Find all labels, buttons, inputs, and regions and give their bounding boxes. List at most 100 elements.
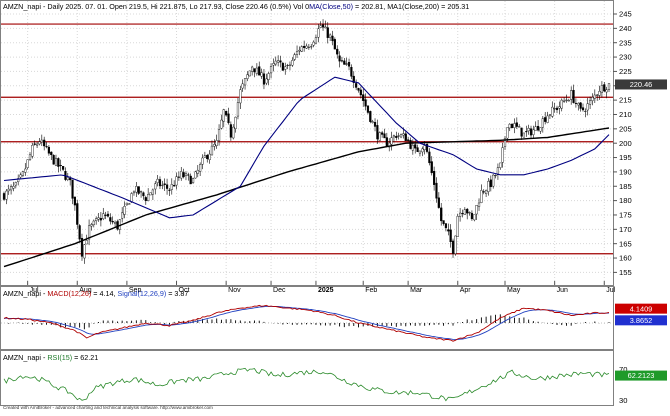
candle-body <box>295 51 299 55</box>
candle-body <box>449 229 452 243</box>
candle-body <box>229 124 232 138</box>
candle-body <box>376 125 379 140</box>
candle-body <box>515 122 518 127</box>
rsi-series: 70 30 <box>3 365 627 405</box>
candle-body <box>225 110 228 116</box>
candle-body <box>47 146 51 154</box>
candle-body <box>92 220 95 226</box>
candle-body <box>506 127 509 139</box>
rsi-value-tag-bg <box>615 370 667 381</box>
candle-body <box>468 212 471 214</box>
candle-body <box>357 87 360 91</box>
candle-body <box>265 78 268 84</box>
x-tick-label: Aug <box>79 287 92 294</box>
candle-body <box>76 203 79 225</box>
candle-body <box>470 212 474 220</box>
candle-body <box>319 25 322 28</box>
candle-body <box>61 166 65 170</box>
y-tick-label: 230 <box>619 53 632 62</box>
candle-body <box>520 127 523 137</box>
candle-body <box>551 106 554 117</box>
candle-body <box>456 215 459 237</box>
candle-body <box>529 128 533 136</box>
candle-body <box>158 179 162 187</box>
candle-body <box>525 131 528 133</box>
candle-body <box>326 27 329 38</box>
candle-body <box>496 167 500 175</box>
candle-body <box>274 60 277 65</box>
candle-body <box>73 196 76 206</box>
candle-body <box>494 175 497 177</box>
candle-body <box>492 174 495 187</box>
candle-body <box>125 202 128 206</box>
macd-header: AMZN_napi - MACD(12,26) = 4.14, Signal(12… <box>3 289 188 298</box>
candle-body <box>383 133 386 139</box>
candle-body <box>447 229 450 232</box>
x-tick-label: Feb <box>365 287 377 294</box>
candle-body <box>508 123 511 129</box>
y-tick-label: 175 <box>619 211 632 220</box>
candle-body <box>102 213 105 220</box>
candle-body <box>399 134 403 138</box>
candle-body <box>466 208 469 214</box>
candle-body <box>600 85 604 93</box>
y-tick-label: 190 <box>619 168 632 177</box>
candle-body <box>343 60 346 65</box>
candle-body <box>234 116 237 129</box>
candle-body <box>267 73 270 80</box>
candle-body <box>555 107 559 111</box>
candle-body <box>104 214 107 216</box>
candle-body <box>454 235 457 255</box>
candle-body <box>38 141 41 145</box>
candle-body <box>340 60 344 62</box>
horizontal-lines <box>1 23 613 255</box>
candle-body <box>435 182 438 199</box>
candle-body <box>194 171 197 179</box>
candle-body <box>144 197 147 201</box>
candle-body <box>154 183 157 190</box>
candle-body <box>423 145 426 150</box>
candle-body <box>407 139 410 141</box>
y-tick-label: 180 <box>619 196 632 205</box>
candle-body <box>279 60 282 63</box>
candle-body <box>298 49 301 52</box>
price-value-tag-bg <box>615 79 667 90</box>
candle-body <box>213 144 216 147</box>
candle-body <box>409 139 412 149</box>
candle-body <box>206 155 209 160</box>
candle-body <box>168 189 171 191</box>
candle-body <box>558 106 561 109</box>
candle-body <box>581 107 585 111</box>
rsi-tick-label: 70 <box>619 365 627 374</box>
candle-body <box>95 218 98 222</box>
candle-body <box>607 83 611 90</box>
candle-body <box>475 205 478 215</box>
candle-body <box>473 214 476 221</box>
candle-body <box>534 126 537 131</box>
candle-body <box>52 154 55 165</box>
candle-body <box>78 225 81 240</box>
candle-body <box>562 100 566 102</box>
macd-value-tag: 4.1409 <box>630 304 653 313</box>
candle-body <box>416 147 419 152</box>
candle-body <box>499 162 502 168</box>
candle-body <box>59 165 62 167</box>
value-tags: 220.46 4.1409 3.8652 62.2123 <box>615 79 667 381</box>
y-tick-label: 185 <box>619 182 632 191</box>
candle-body <box>227 113 230 124</box>
candle-body <box>269 66 273 74</box>
candle-body <box>503 138 507 147</box>
candle-body <box>106 213 110 217</box>
candle-body <box>241 83 244 89</box>
candle-body <box>288 64 292 66</box>
candle-body <box>85 240 88 245</box>
ma50-line <box>3 76 610 219</box>
y-tick-label: 170 <box>619 225 632 234</box>
x-tick-label: Jun <box>557 287 568 294</box>
candle-body <box>373 122 377 127</box>
candle-body <box>97 217 100 220</box>
macd-panel-frame <box>0 286 614 350</box>
y-tick-label: 235 <box>619 38 632 47</box>
price-value-tag: 220.46 <box>630 80 653 89</box>
y-tick-label: 155 <box>619 268 632 277</box>
